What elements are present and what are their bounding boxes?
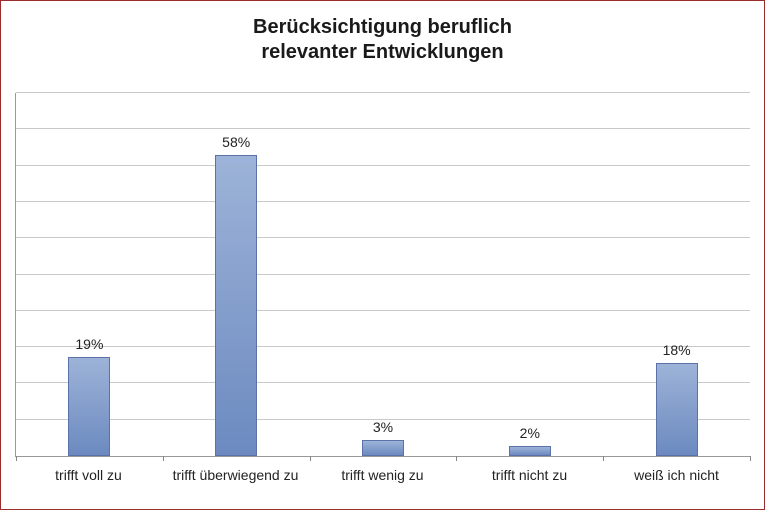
bar-1: 58% bbox=[215, 155, 257, 456]
bar-slot: 58% bbox=[163, 93, 310, 456]
bar-slot: 19% bbox=[16, 93, 163, 456]
bar-2: 3% bbox=[362, 440, 404, 456]
bar-slot: 18% bbox=[603, 93, 750, 456]
x-label-3: trifft nicht zu bbox=[456, 457, 603, 509]
x-label-4: weiß ich nicht bbox=[603, 457, 750, 509]
bars-container: 19% 58% 3% 2% 18% bbox=[16, 93, 750, 456]
bar-slot: 2% bbox=[456, 93, 603, 456]
bar-label-2: 3% bbox=[373, 419, 393, 441]
x-label-2: trifft wenig zu bbox=[309, 457, 456, 509]
bar-label-3: 2% bbox=[520, 425, 540, 447]
bar-0: 19% bbox=[68, 357, 110, 456]
chart-title: Berücksichtigung beruflich relevanter En… bbox=[1, 1, 764, 65]
bar-3: 2% bbox=[509, 446, 551, 456]
x-label-0: trifft voll zu bbox=[15, 457, 162, 509]
x-axis-labels: trifft voll zu trifft überwiegend zu tri… bbox=[15, 457, 750, 509]
chart-title-line1: Berücksichtigung beruflich bbox=[1, 15, 764, 40]
bar-label-4: 18% bbox=[663, 342, 691, 364]
bar-slot: 3% bbox=[310, 93, 457, 456]
bar-label-0: 19% bbox=[75, 336, 103, 358]
x-tick bbox=[750, 456, 751, 461]
chart-title-line2: relevanter Entwicklungen bbox=[1, 40, 764, 65]
plot-area: 19% 58% 3% 2% 18% bbox=[15, 93, 750, 457]
bar-label-1: 58% bbox=[222, 134, 250, 156]
x-label-1: trifft überwiegend zu bbox=[162, 457, 309, 509]
bar-4: 18% bbox=[656, 363, 698, 456]
